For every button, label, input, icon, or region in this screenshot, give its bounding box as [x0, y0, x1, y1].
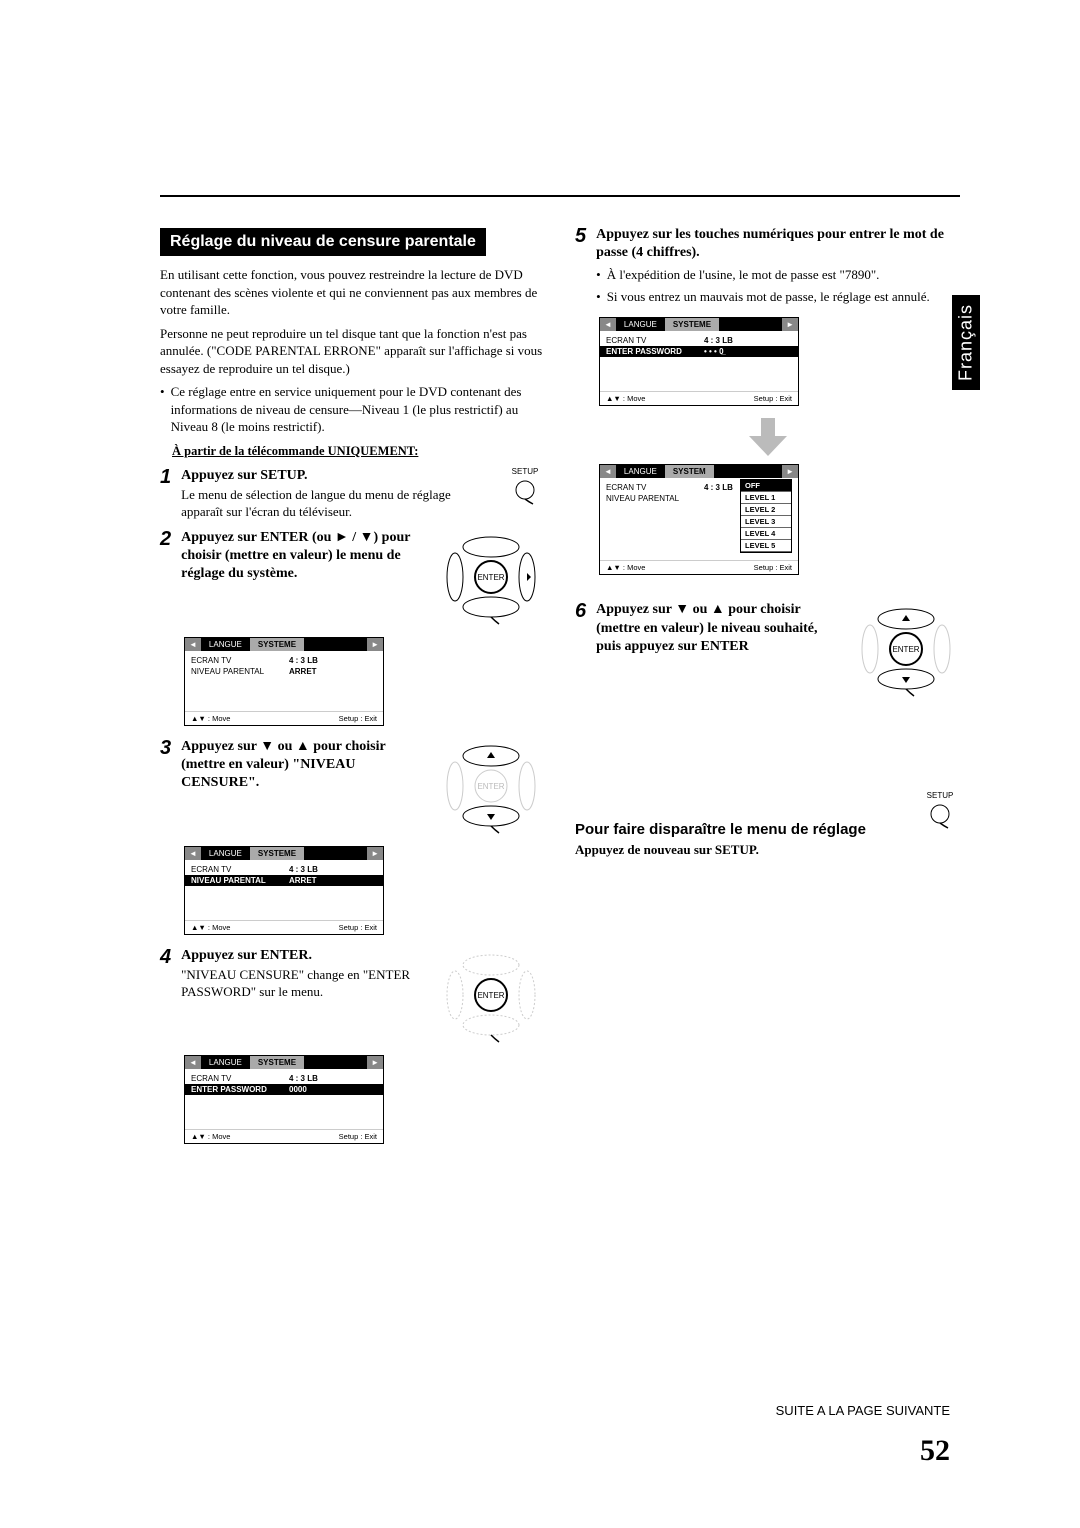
step-number: 2: [160, 529, 171, 629]
step-6: 6 Appuyez sur ▼ ou ▲ pour choisir (mettr…: [575, 601, 960, 701]
setup-button-icon: SETUP: [505, 467, 545, 521]
bullet-text: Si vous entrez un mauvais mot de passe, …: [607, 288, 930, 306]
menu-screenshot-5a: ◄ LANGUE SYSTEME ► ECRAN TV4 : 3 LB ENTE…: [599, 317, 799, 406]
intro-para-1: En utilisant cette fonction, vous pouvez…: [160, 266, 545, 319]
menu-screenshot-3: ◄ LANGUE SYSTEME ► ECRAN TV4 : 3 LB NIVE…: [184, 846, 384, 935]
enter-pad-icon: ENTER: [437, 529, 545, 629]
left-column: Réglage du niveau de censure parentale E…: [160, 228, 545, 1156]
step-3: 3 Appuyez sur ▼ ou ▲ pour choisir (mettr…: [160, 738, 545, 838]
remote-only-note: À partir de la télécommande UNIQUEMENT:: [160, 444, 545, 459]
step-text: "NIVEAU CENSURE" change en "ENTER PASSWO…: [181, 967, 427, 1001]
section-headline: Réglage du niveau de censure parentale: [160, 228, 486, 256]
step-2: 2 Appuyez sur ENTER (ou ► / ▼) pour choi…: [160, 529, 545, 629]
step-title: Appuyez sur ▼ ou ▲ pour choisir (mettre …: [181, 738, 427, 793]
intro-bullet-text: Ce réglage entre en service uniquement p…: [171, 383, 545, 436]
menu-screenshot-4: ◄ LANGUE SYSTEME ► ECRAN TV4 : 3 LB ENTE…: [184, 1055, 384, 1144]
svg-text:ENTER: ENTER: [477, 573, 504, 582]
language-tab: Français: [952, 295, 980, 390]
svg-text:ENTER: ENTER: [477, 991, 504, 1000]
intro-para-2: Personne ne peut reproduire un tel disqu…: [160, 325, 545, 378]
step-number: 4: [160, 947, 171, 1047]
step-title: Appuyez sur les touches numériques pour …: [596, 226, 960, 262]
step-text: Le menu de sélection de langue du menu d…: [181, 487, 495, 521]
step-title: Appuyez sur ENTER.: [181, 947, 427, 965]
page-number: 52: [920, 1434, 950, 1468]
enter-pad-icon: ENTER: [437, 947, 545, 1047]
menu-screenshot-2: ◄ LANGUE SYSTEME ► ECRAN TV4 : 3 LB NIVE…: [184, 637, 384, 726]
enter-nav-pad-icon: ENTER: [852, 601, 960, 701]
bullet-text: À l'expédition de l'usine, le mot de pas…: [607, 266, 880, 284]
level-dropdown: OFF LEVEL 1 LEVEL 2 LEVEL 3 LEVEL 4 LEVE…: [740, 479, 792, 553]
step-number: 5: [575, 226, 586, 309]
setup-button-icon: SETUP: [920, 791, 960, 830]
exit-text: Appuyez de nouveau sur SETUP.: [575, 842, 910, 859]
step-1: 1 Appuyez sur SETUP. Le menu de sélectio…: [160, 467, 545, 521]
step-title: Appuyez sur SETUP.: [181, 467, 495, 485]
top-rule: [160, 195, 960, 197]
intro-bullet: • Ce réglage entre en service uniquement…: [160, 383, 545, 436]
continue-note: SUITE A LA PAGE SUIVANTE: [776, 1403, 950, 1418]
step-number: 3: [160, 738, 171, 838]
step-number: 6: [575, 601, 586, 701]
down-arrow-icon: [575, 418, 960, 458]
step-number: 1: [160, 467, 171, 521]
menu-screenshot-5b: ◄ LANGUE SYSTEM ► ECRAN TV4 : 3 LB NIVEA…: [599, 464, 799, 575]
content-columns: Réglage du niveau de censure parentale E…: [160, 228, 960, 1156]
step-5: 5 Appuyez sur les touches numériques pou…: [575, 226, 960, 309]
right-column: 5 Appuyez sur les touches numériques pou…: [575, 228, 960, 1156]
nav-pad-icon: ENTER: [437, 738, 545, 838]
step-title: Appuyez sur ENTER (ou ► / ▼) pour choisi…: [181, 529, 427, 584]
exit-subheading: Pour faire disparaître le menu de réglag…: [575, 821, 910, 838]
step-4: 4 Appuyez sur ENTER. "NIVEAU CENSURE" ch…: [160, 947, 545, 1047]
svg-text:ENTER: ENTER: [892, 645, 919, 654]
step-title: Appuyez sur ▼ ou ▲ pour choisir (mettre …: [596, 601, 842, 656]
svg-text:ENTER: ENTER: [477, 782, 504, 791]
